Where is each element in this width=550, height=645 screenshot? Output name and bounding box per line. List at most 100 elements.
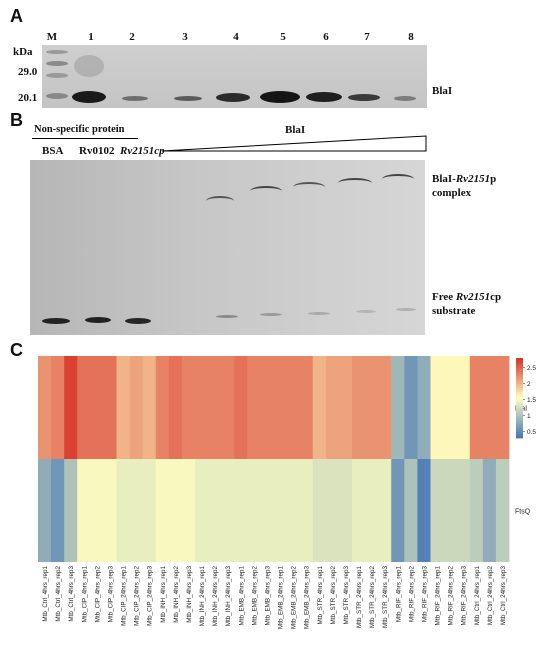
heatmap-cell [38,356,52,459]
colorbar-segment [516,374,523,377]
heatmap-cell [51,356,65,459]
lane6-blai-band [306,92,342,102]
heatmap-cell [77,459,91,562]
free-substrate-label: Free Rv2151cp substrate [432,290,501,318]
heatmap-column-label: Mtb_Ctrl_24hrs_rep1 [474,566,481,626]
heatmap-cell [181,356,196,459]
panel-a-blai-label: BlaI [432,85,453,97]
colorbar-segment [516,358,523,361]
heatmap-chart: BlaIFtsQMtb_Ctrl_4hrs_rep1Mtb_Ctrl_4hrs_… [38,356,536,630]
heatmap-cell [64,356,78,459]
colorbar-segment [516,400,523,403]
heatmap-cell [208,356,222,459]
heatmap-cell [195,459,209,562]
marker-band [46,93,68,99]
complex-band [250,186,282,196]
heatmap-column-label: Mtb_INH_24hrs_rep3 [225,566,232,627]
free-band-rv0102 [85,317,111,323]
lane-label-1: 1 [88,31,94,43]
lane-label-5: 5 [280,31,286,43]
heatmap-column-label: Mtb_RIF_24hrs_rep2 [448,566,455,626]
colorbar-segment [516,398,523,401]
heatmap-cell [247,356,261,459]
heatmap-cell [208,459,222,562]
free-label-line1: Free Rv2151cp [432,291,502,303]
heatmap-column-label: Mtb_EMB_4hrs_rep2 [251,566,258,626]
heatmap-cell [234,356,248,459]
heatmap-cell [168,356,183,459]
colorbar-segment [516,378,523,381]
heatmap-column-label: Mtb_CIP_24hrs_rep3 [147,566,154,626]
heatmap-column-label: Mtb_INH_4hrs_rep1 [160,566,167,623]
colorbar-segment [516,382,523,385]
heatmap-cell [469,459,484,562]
heatmap-cell [273,356,287,459]
heatmap-cell [325,459,340,562]
panel-b-blai-label: BlaI [285,124,306,136]
lane-label-4: 4 [233,31,239,43]
lane5-blai-band [260,91,300,103]
heatmap-column-label: Mtb_INH_24hrs_rep1 [199,566,206,627]
heatmap-cell [168,459,183,562]
heatmap-cell [352,459,366,562]
heatmap-cell [247,459,261,562]
colorbar-segment [516,404,523,407]
heatmap-cell [430,459,444,562]
heatmap-cell [51,459,65,562]
colorbar-tick-label: 1 [527,413,531,420]
heatmap-cell [116,356,130,459]
complex-label: BlaI-Rv2151p complex [432,172,496,200]
heatmap-cell [77,356,91,459]
heatmap-cell [260,459,274,562]
colorbar-segment [516,392,523,395]
kda-label: kDa [13,46,33,58]
complex-label-line1: BlaI-Rv2151p [432,173,497,185]
heatmap-column-label: Mtb_EMB_24hrs_rep1 [278,566,285,630]
heatmap-column-label: Mtb_RIF_4hrs_rep1 [395,566,402,622]
heatmap-cell [312,459,327,562]
heatmap-column-label: Mtb_INH_4hrs_rep3 [186,566,193,623]
lane3-blai-band [174,96,202,101]
colorbar-tick-label: 0.5 [527,429,536,436]
complex-band [338,178,372,188]
free-band [216,315,238,318]
heatmap-column-label: Mtb_Ctrl_24hrs_rep2 [487,566,494,626]
heatmap-column-label: Mtb_Ctrl_4hrs_rep3 [68,566,75,622]
colorbar-tick-label: 2 [527,381,531,388]
heatmap-cell [129,356,144,459]
complex-band [206,196,234,206]
lane2-blai-band [122,96,148,101]
heatmap-column-label: Mtb_CIP_4hrs_rep2 [94,566,101,623]
colorbar-segment [516,408,523,411]
lane1-band [74,55,104,77]
lane-label-3: 3 [182,31,188,43]
heatmap-column-label: Mtb_CIP_4hrs_rep1 [81,566,88,623]
heatmap-cell [443,459,458,562]
heatmap-cell [378,356,392,459]
free-label-line2: substrate [432,305,476,317]
heatmap-cell [103,459,117,562]
heatmap-column-label: Mtb_EMB_24hrs_rep2 [291,566,298,630]
heatmap-cell [417,356,431,459]
heatmap-column-label: Mtb_STR_24hrs_rep2 [369,566,376,628]
colorbar-segment [516,402,523,405]
marker-band [46,73,68,78]
colorbar-segment [516,428,523,431]
colorbar-segment [516,424,523,427]
heatmap-cell [456,356,471,459]
heatmap-cell [234,459,248,562]
heatmap-cell [116,459,130,562]
complex-label-line2: complex [432,187,472,199]
heatmap-column-label: Mtb_RIF_4hrs_rep2 [408,566,415,622]
colorbar-segment [516,388,523,391]
heatmap-cell [417,459,431,562]
heatmap-column-label: Mtb_CIP_24hrs_rep1 [121,566,128,626]
free-band-rv2151cp [125,318,151,324]
heatmap-cell [299,459,314,562]
heatmap-cell [90,459,104,562]
colorbar-segment [516,376,523,379]
heatmap-cell [90,356,104,459]
heatmap-cell [352,356,366,459]
colorbar-segment [516,418,523,421]
colorbar-segment [516,422,523,425]
